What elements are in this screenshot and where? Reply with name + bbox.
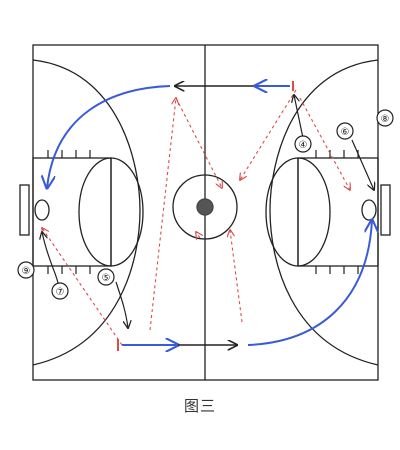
left-hoop [35,200,49,220]
center-ball [197,199,213,215]
player-4: ④ [295,136,311,152]
court-lines [20,45,390,380]
right-hoop [362,200,376,220]
cut-paths [42,90,350,345]
svg-text:⑤: ⑤ [102,273,111,284]
svg-text:⑨: ⑨ [22,266,31,277]
left-curved-pass [47,86,170,188]
figure-caption: 图三 [0,395,400,416]
right-key [298,158,378,266]
player-8: ⑧ [377,110,393,126]
player-9: ⑨ [18,262,34,278]
left-key [33,158,111,266]
svg-text:⑦: ⑦ [56,287,65,298]
svg-text:⑥: ⑥ [341,127,350,138]
player-7: ⑦ [52,283,68,299]
player-5: ⑤ [98,269,114,285]
player-6: ⑥ [337,123,353,139]
svg-text:④: ④ [299,140,308,151]
right-backboard [381,185,390,235]
svg-text:⑧: ⑧ [381,114,390,125]
left-backboard [20,185,29,235]
